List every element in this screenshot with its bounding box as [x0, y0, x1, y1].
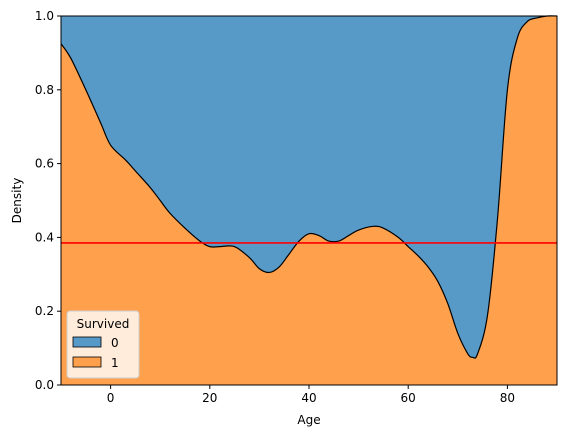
x-tick-label: 80 [500, 391, 515, 405]
legend: Survived 0 1 [66, 310, 140, 379]
legend-label-1: 1 [111, 356, 119, 370]
x-axis: 0 20 40 60 80 [107, 385, 515, 405]
y-tick-label: 0.4 [35, 230, 54, 244]
boundary-line [60, 15, 558, 359]
x-tick-label: 20 [202, 391, 217, 405]
legend-swatch-1 [72, 356, 102, 368]
legend-swatch-0 [72, 336, 102, 348]
y-tick-label: 0.6 [35, 157, 54, 171]
y-tick-label: 0.0 [35, 378, 54, 392]
x-tick-label: 40 [301, 391, 316, 405]
x-tick-label: 0 [107, 391, 115, 405]
y-axis: 0.0 0.2 0.4 0.6 0.8 1.0 [35, 9, 61, 392]
series-area-1 [61, 15, 557, 386]
legend-title: Survived [77, 317, 130, 331]
x-tick-label: 60 [401, 391, 416, 405]
y-tick-label: 0.8 [35, 83, 54, 97]
x-axis-label: Age [297, 413, 320, 427]
plot-area [60, 15, 558, 386]
y-tick-label: 1.0 [35, 9, 54, 23]
y-tick-label: 0.2 [35, 304, 54, 318]
legend-label-0: 0 [111, 336, 119, 350]
y-axis-label: Density [10, 178, 24, 224]
